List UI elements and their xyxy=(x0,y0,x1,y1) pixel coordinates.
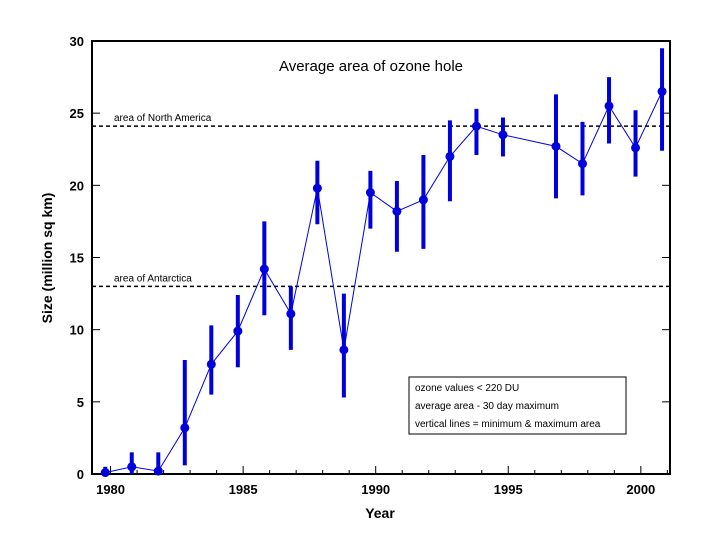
data-point xyxy=(657,87,667,97)
reference-line-label: area of North America xyxy=(114,113,212,124)
data-point xyxy=(604,101,614,111)
x-tick-label: 2000 xyxy=(626,482,655,497)
reference-lines: area of North America area of Antarctica xyxy=(92,113,670,288)
x-tick-label: 1985 xyxy=(229,482,258,497)
data-points xyxy=(100,87,667,478)
y-axis-title: Size (million sq km) xyxy=(39,193,55,324)
x-axis-title: Year xyxy=(365,505,395,521)
data-point xyxy=(471,121,481,131)
data-point xyxy=(445,151,455,161)
y-tick-label: 0 xyxy=(77,467,84,482)
legend-box: ozone values < 220 DU average area - 30 … xyxy=(408,376,627,435)
data-point xyxy=(631,143,641,153)
x-tick-label: 1995 xyxy=(494,482,523,497)
x-tick-label: 1990 xyxy=(361,482,390,497)
legend-line-3: vertical lines = minimum & maximum area xyxy=(415,419,601,430)
y-tick-label: 10 xyxy=(70,323,84,338)
data-point xyxy=(259,264,269,274)
legend-line-1: ozone values < 220 DU xyxy=(415,383,519,394)
data-point xyxy=(206,359,216,369)
data-point xyxy=(100,468,110,478)
data-point xyxy=(418,195,428,205)
reference-line-label: area of Antarctica xyxy=(114,273,192,284)
data-point xyxy=(339,345,349,355)
data-point xyxy=(127,462,137,472)
axis-ticks: 1980 1985 1990 1995 2000 0 5 10 15 20 25 30 xyxy=(70,34,670,497)
data-point xyxy=(365,188,375,198)
data-point xyxy=(233,326,243,336)
y-tick-label: 5 xyxy=(77,395,84,410)
chart-title: Average area of ozone hole xyxy=(279,58,463,75)
legend-frame xyxy=(408,376,627,435)
data-point xyxy=(180,423,190,433)
y-tick-label: 25 xyxy=(70,106,84,121)
data-point xyxy=(153,466,163,476)
y-tick-label: 15 xyxy=(70,251,84,266)
y-tick-label: 20 xyxy=(70,178,84,193)
y-tick-label: 30 xyxy=(70,34,84,49)
data-point xyxy=(312,183,322,193)
legend-line-2: average area - 30 day maximum xyxy=(415,401,559,412)
data-point xyxy=(498,130,508,140)
x-tick-label: 1980 xyxy=(96,482,125,497)
data-point xyxy=(286,309,296,319)
data-point xyxy=(551,141,561,151)
data-point xyxy=(578,159,588,169)
data-point xyxy=(392,206,402,216)
